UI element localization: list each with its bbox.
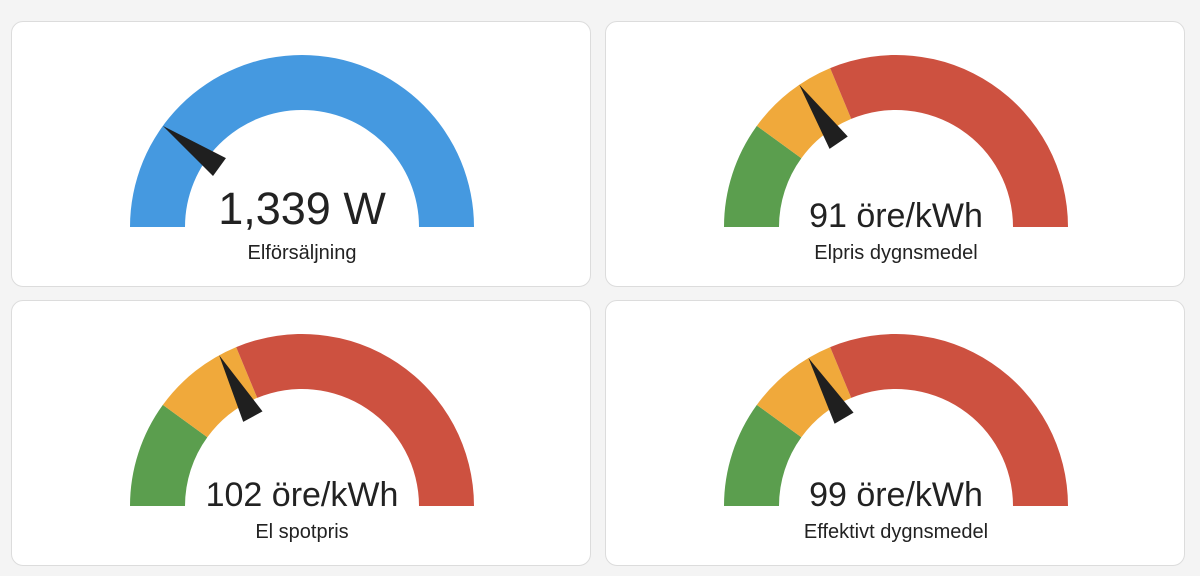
gauge-segment-green <box>130 404 208 506</box>
gauge-segment-red <box>830 54 1068 227</box>
gauge-segment-orange <box>162 347 258 438</box>
gauge-segment-red <box>830 334 1068 506</box>
gauge-name: Elförsäljning <box>247 242 357 264</box>
gauge-value: 102 öre/kWh <box>205 476 399 514</box>
gauge-name: Elpris dygnsmedel <box>814 242 978 264</box>
gauge-segment-green <box>724 404 802 506</box>
gauge-card-elpris-dygnsmedel[interactable]: 91 öre/kWh Elpris dygnsmedel <box>605 21 1185 287</box>
gauge-dial <box>130 55 474 227</box>
gauge-segment-blue <box>130 55 474 227</box>
gauge-needle <box>808 357 854 424</box>
gauge-value: 91 öre/kWh <box>809 197 983 235</box>
gauge-dial <box>724 54 1068 227</box>
gauge-name: El spotpris <box>255 521 349 543</box>
gauge-segment-green <box>724 125 802 227</box>
gauge-name: Effektivt dygnsmedel <box>803 521 989 543</box>
gauge-segment-orange <box>756 68 852 159</box>
gauge-needle <box>162 125 226 176</box>
gauge-needle <box>219 355 263 422</box>
gauge-dial <box>130 334 474 506</box>
gauge-value: 99 öre/kWh <box>809 476 983 514</box>
gauge-dial <box>724 334 1068 506</box>
gauge-value: 1,339 W <box>218 183 386 234</box>
gauge-card-effektivt-dygnsmedel[interactable]: 99 öre/kWh Effektivt dygnsmedel <box>605 300 1185 566</box>
gauge-segment-orange <box>756 347 852 438</box>
gauge-card-elforsaljning[interactable]: 1,339 W Elförsäljning <box>11 21 591 287</box>
gauge-card-el-spotpris[interactable]: 102 öre/kWh El spotpris <box>11 300 591 566</box>
gauge-segment-red <box>236 334 474 506</box>
gauge-needle <box>799 84 848 149</box>
